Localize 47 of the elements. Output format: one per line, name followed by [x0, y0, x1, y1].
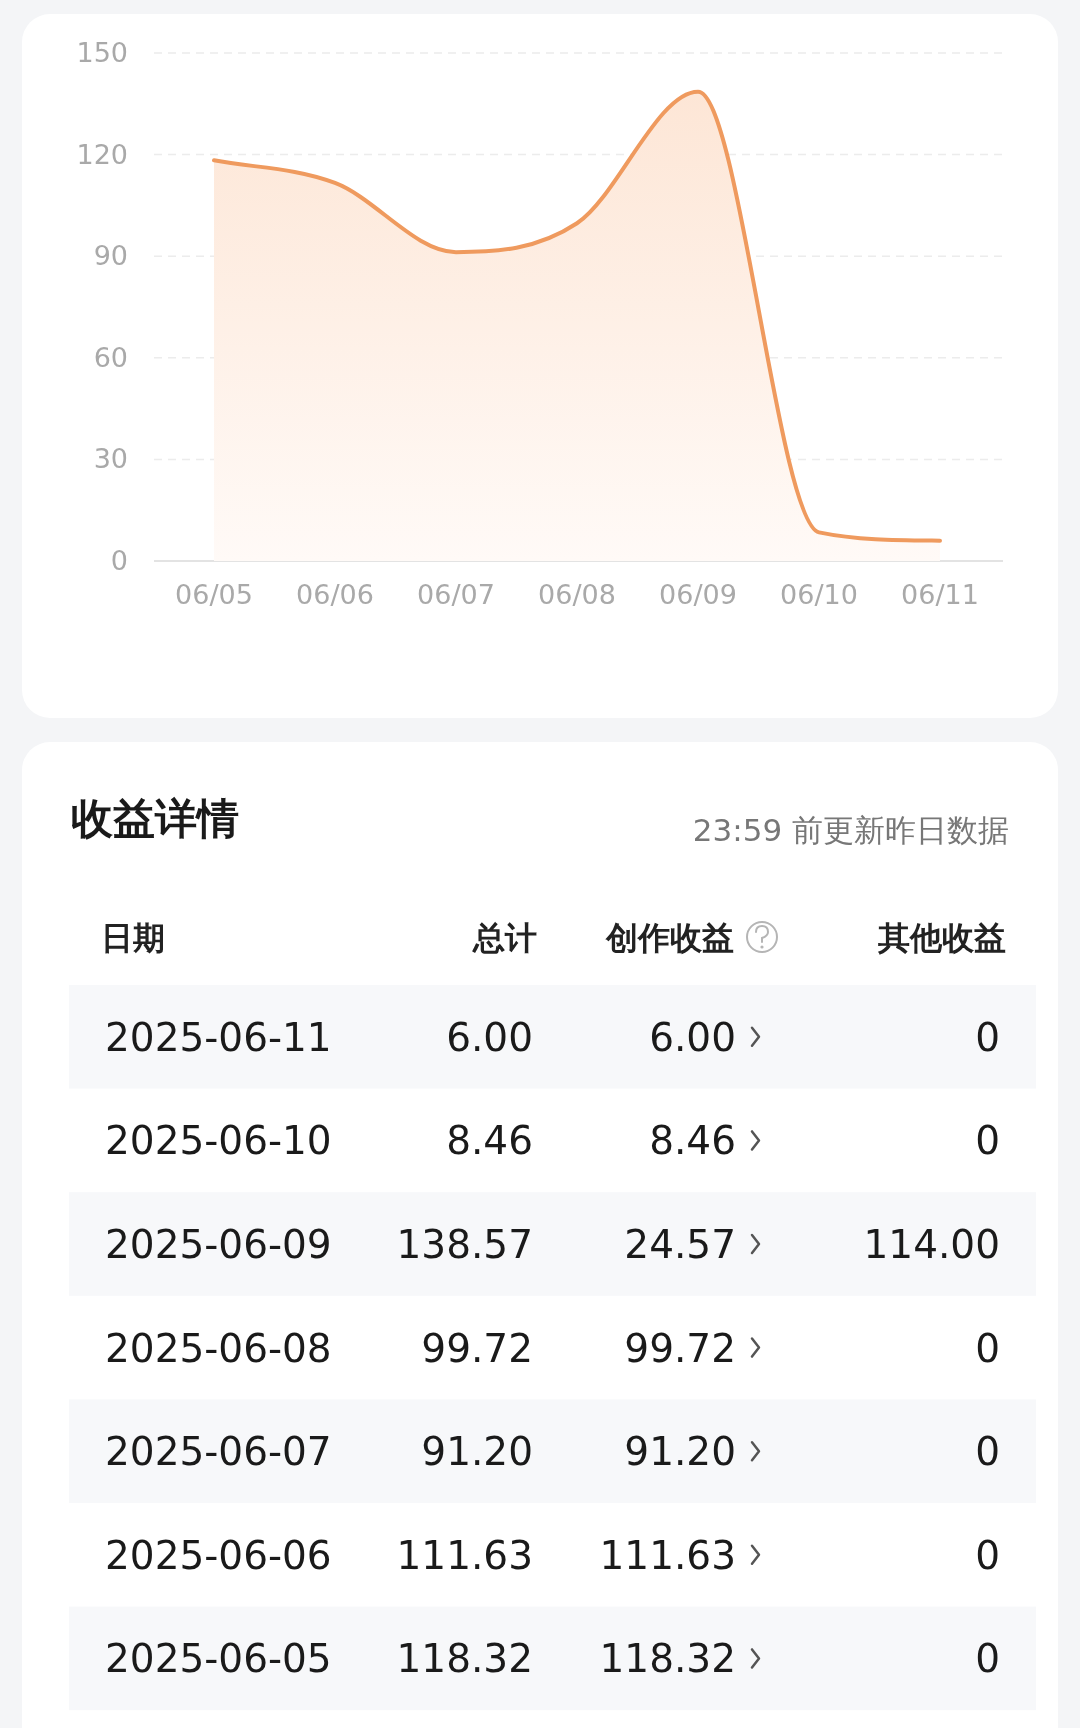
text: 0 [975, 1014, 1000, 1060]
text: 收益详情 [71, 794, 239, 843]
y-tick-label: 90 [93, 240, 128, 272]
text: 8.46 [649, 1118, 736, 1164]
x-tick-label: 06/07 [417, 579, 495, 610]
text: 118.32 [599, 1636, 736, 1682]
y-tick-label: 120 [76, 138, 128, 170]
text: 138.57 [396, 1222, 533, 1267]
text: 91.20 [624, 1429, 736, 1475]
y-tick-label: 0 [110, 545, 128, 576]
text: 6.00 [649, 1014, 736, 1060]
text: 0 [975, 1325, 1000, 1371]
text: 8.46 [446, 1118, 533, 1164]
text: 0 [975, 1118, 1000, 1164]
text: 114.00 [863, 1222, 1000, 1267]
text: 日期 [101, 919, 165, 957]
text: 0 [975, 1429, 1000, 1475]
y-tick-label: 30 [93, 443, 128, 475]
text: 总计 [472, 919, 537, 957]
text: 2025-06-09 [105, 1222, 332, 1267]
text: 2025-06-11 [105, 1014, 332, 1060]
text: 2025-06-06 [105, 1532, 332, 1578]
text: 创作收益 [605, 919, 734, 957]
text: 2025-06-10 [105, 1118, 332, 1164]
text: 91.20 [421, 1429, 533, 1475]
text: 2025-06-08 [105, 1325, 332, 1371]
y-tick-label: 60 [93, 341, 128, 373]
x-tick-label: 06/11 [901, 579, 979, 610]
y-tick-label: 150 [76, 37, 128, 68]
text: 其他收益 [877, 919, 1006, 957]
text: 111.63 [599, 1532, 736, 1578]
text: 0 [975, 1532, 1000, 1578]
text: 6.00 [446, 1014, 533, 1060]
x-tick-label: 06/05 [175, 579, 253, 610]
text: 118.32 [396, 1636, 533, 1682]
x-tick-label: 06/08 [538, 579, 616, 610]
text: 99.72 [421, 1325, 533, 1371]
text: 23:59 前更新昨日数据 [692, 812, 1009, 848]
x-tick-label: 06/09 [659, 579, 737, 610]
x-tick-label: 06/06 [296, 579, 374, 610]
text: 111.63 [396, 1532, 533, 1578]
text: 99.72 [624, 1325, 736, 1371]
text: 2025-06-07 [105, 1429, 332, 1475]
text: 2025-06-05 [105, 1636, 332, 1682]
x-tick-label: 06/10 [780, 579, 858, 610]
text: 0 [975, 1636, 1000, 1682]
text: 24.57 [624, 1222, 736, 1267]
